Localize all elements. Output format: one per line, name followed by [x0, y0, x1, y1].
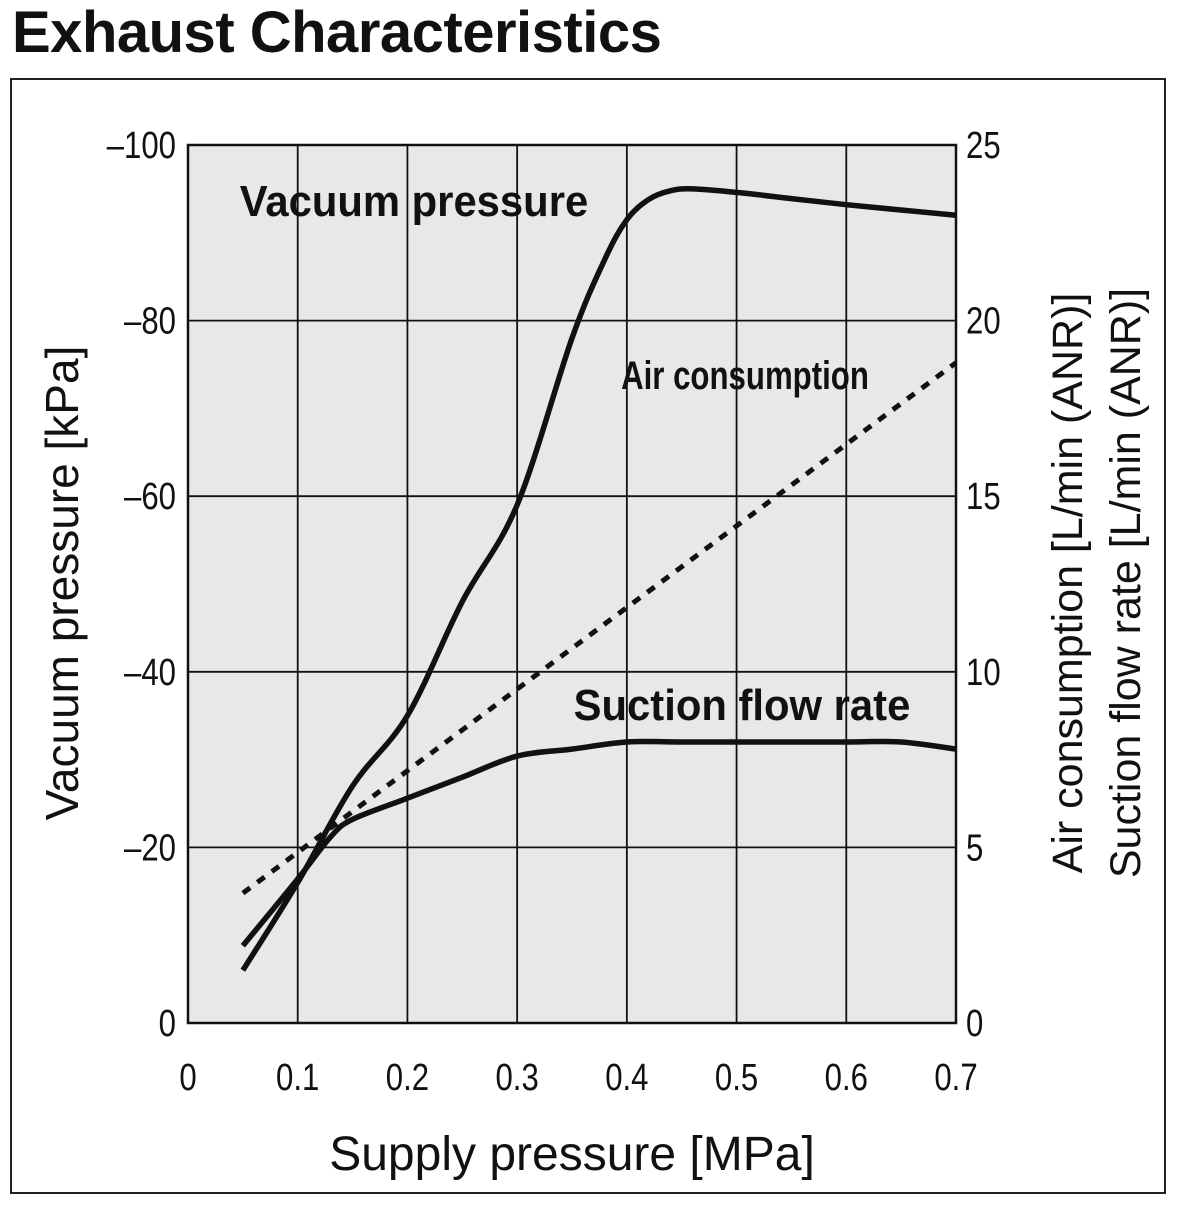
y-left-tick-label: –60: [124, 476, 176, 518]
y-left-axis-ticks: –100 –80 –60 –40 –20 0: [107, 125, 176, 1045]
y-right-axis-ticks: 25 20 15 10 5 0: [966, 125, 1001, 1045]
plot-area: [188, 145, 956, 1023]
chart-title: Exhaust Characteristics: [12, 0, 662, 65]
y-right-tick-label: 10: [966, 652, 1001, 694]
y-right-tick-label: 15: [966, 476, 1001, 518]
x-axis-ticks: 0 0.1 0.2 0.3 0.4 0.5 0.6 0.7: [179, 1057, 977, 1099]
plot-border: [186, 143, 958, 1025]
series-line-suction-flow-rate: [240, 738, 957, 948]
x-tick-label: 0.5: [715, 1057, 758, 1099]
series-line-vacuum-pressure: [240, 186, 957, 972]
x-tick-label: 0.2: [386, 1057, 429, 1099]
x-tick-label: 0.7: [934, 1057, 977, 1099]
x-tick-label: 0.1: [276, 1057, 319, 1099]
x-tick-label: 0.6: [825, 1057, 868, 1099]
annotation-suction-flow-rate: Suction flow rate: [574, 681, 911, 730]
y-left-tick-label: –40: [124, 652, 176, 694]
y-right-tick-label: 20: [966, 301, 1001, 343]
series-line-air-consumption: [241, 360, 958, 896]
series-lines: [240, 186, 958, 972]
y-right-axis-label-suction-flow-rate: Suction flow rate [L/min (ANR)]: [1102, 288, 1150, 878]
annotation-air-consumption: Air consumption: [621, 353, 869, 398]
x-tick-label: 0.3: [495, 1057, 538, 1099]
annotation-vacuum-pressure: Vacuum pressure: [240, 177, 588, 226]
chart-frame: [10, 78, 1166, 1194]
y-right-tick-label: 5: [966, 828, 983, 870]
series-annotations: Vacuum pressure Air consumption Suction fl…: [240, 177, 911, 730]
y-right-tick-label: 25: [966, 125, 1001, 167]
x-tick-label: 0: [179, 1057, 196, 1099]
y-left-tick-label: –20: [124, 828, 176, 870]
x-tick-label: 0.4: [605, 1057, 648, 1099]
y-left-tick-label: –80: [124, 301, 176, 343]
x-axis-label: Supply pressure [MPa]: [329, 1128, 815, 1181]
y-left-axis-label: Vacuum pressure [kPa]: [36, 346, 88, 821]
y-left-tick-label: –100: [107, 125, 176, 167]
y-left-tick-label: 0: [159, 1003, 176, 1045]
y-right-tick-label: 0: [966, 1003, 983, 1045]
y-right-axis-label-air-consumption: Air consumption [L/min (ANR)]: [1044, 293, 1092, 874]
axis-labels: Supply pressure [MPa] Vacuum pressure [k…: [36, 288, 1150, 1181]
